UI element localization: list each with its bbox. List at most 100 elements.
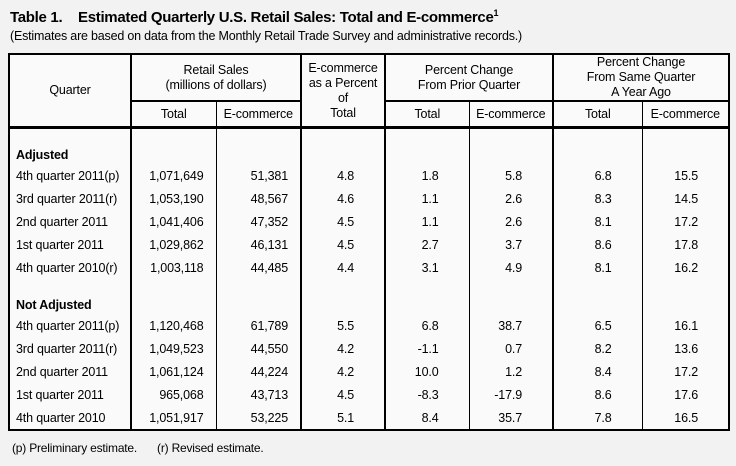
value-cell: 6.8 xyxy=(384,314,470,337)
header-ecommerce-percent: E-commerce as a Percent of Total xyxy=(300,54,386,129)
value-cell: 8.3 xyxy=(552,187,643,210)
value-cell: 5.1 xyxy=(300,406,386,430)
value-cell: 17.8 xyxy=(641,233,730,256)
header-sub-row: Total E-commerce Total E-commerce Total … xyxy=(9,101,730,129)
value-cell: 53,225 xyxy=(215,406,302,430)
value-cell: 1.2 xyxy=(468,360,554,383)
empty-cell xyxy=(300,127,386,164)
header-pct-change-year-ago: Percent Change From Same Quarter A Year … xyxy=(552,54,730,102)
quarter-cell: 3rd quarter 2011(r) xyxy=(16,341,118,356)
value-cell: 4.6 xyxy=(300,187,386,210)
value-cell: 17.6 xyxy=(641,383,730,406)
subheader-year-ecommerce: E-commerce xyxy=(641,101,730,129)
value-cell: 965,068 xyxy=(130,383,216,406)
quarter-cell: 4th quarter 2011(p) xyxy=(16,168,120,183)
section-row: Adjusted xyxy=(9,127,730,164)
value-cell: 3.7 xyxy=(468,233,554,256)
title-footnote-marker: 1 xyxy=(493,8,499,18)
value-cell: 48,567 xyxy=(215,187,302,210)
value-cell: 47,352 xyxy=(215,210,302,233)
value-cell: 44,550 xyxy=(215,337,302,360)
table-row: 2nd quarter 2011 1,061,124 44,224 4.2 10.0 1.… xyxy=(9,360,730,383)
value-cell: 15.5 xyxy=(641,164,730,187)
quarter-cell: 4th quarter 2010(r) xyxy=(16,260,118,275)
header-group-row: Quarter Retail Sales (millions of dollar… xyxy=(9,54,730,129)
quarter-cell: 4th quarter 2010 xyxy=(16,410,106,425)
header-retail-sales: Retail Sales (millions of dollars) xyxy=(129,54,302,102)
footnote-preliminary: (p) Preliminary estimate. xyxy=(12,441,138,455)
table-row: 4th quarter 2010(r) 1,003,118 44,485 4.4 3.1… xyxy=(9,256,730,279)
value-cell: 1.1 xyxy=(384,210,470,233)
value-cell: 16.1 xyxy=(641,314,730,337)
value-cell: -8.3 xyxy=(384,383,470,406)
table-title: Table 1. Estimated Quarterly U.S. Retail… xyxy=(10,8,728,27)
value-cell: 2.6 xyxy=(468,210,554,233)
value-cell: 8.4 xyxy=(552,360,643,383)
header-quarter: Quarter xyxy=(9,54,131,129)
value-cell: 8.1 xyxy=(552,210,643,233)
value-cell: 17.2 xyxy=(641,210,730,233)
value-cell: 4.2 xyxy=(300,360,386,383)
value-cell: 5.5 xyxy=(300,314,386,337)
table-row: 4th quarter 2011(p) 1,071,649 51,381 4.8 1.8… xyxy=(9,164,730,187)
value-cell: 1.8 xyxy=(384,164,470,187)
table-header: Quarter Retail Sales (millions of dollar… xyxy=(9,54,730,129)
value-cell: 17.2 xyxy=(641,360,730,383)
value-cell: 35.7 xyxy=(468,406,554,430)
section-label: Not Adjusted xyxy=(16,298,92,312)
table-body: Adjusted 4th quarter 2011(p) 1,071,649 51,3… xyxy=(9,127,730,430)
table-subtitle: (Estimates are based on data from the Mo… xyxy=(10,29,522,43)
empty-cell xyxy=(300,279,386,314)
value-cell: 1,061,124 xyxy=(130,360,216,383)
value-cell: 2.7 xyxy=(384,233,470,256)
quarter-cell: 3rd quarter 2011(r) xyxy=(16,191,118,206)
empty-cell xyxy=(552,279,643,314)
value-cell: 13.6 xyxy=(641,337,730,360)
value-cell: 43,713 xyxy=(215,383,302,406)
value-cell: 4.8 xyxy=(300,164,386,187)
empty-cell xyxy=(130,279,216,314)
quarter-cell: 1st quarter 2011 xyxy=(16,237,104,252)
value-cell: 2.6 xyxy=(468,187,554,210)
value-cell: 7.8 xyxy=(552,406,643,430)
value-cell: 1,053,190 xyxy=(130,187,216,210)
value-cell: 1,049,523 xyxy=(130,337,216,360)
empty-cell xyxy=(468,127,554,164)
value-cell: 44,485 xyxy=(215,256,302,279)
quarter-cell: 1st quarter 2011 xyxy=(16,387,104,402)
empty-cell xyxy=(215,127,302,164)
value-cell: 8.6 xyxy=(552,233,643,256)
subheader-retail-total: Total xyxy=(130,101,216,129)
value-cell: 61,789 xyxy=(215,314,302,337)
table-row: 3rd quarter 2011(r) 1,049,523 44,550 4.2 -1.… xyxy=(9,337,730,360)
quarter-cell: 2nd quarter 2011 xyxy=(16,364,108,379)
value-cell: 1,041,406 xyxy=(130,210,216,233)
quarter-cell: 4th quarter 2011(p) xyxy=(16,318,120,333)
subheader-prior-ecommerce: E-commerce xyxy=(468,101,554,129)
value-cell: -1.1 xyxy=(384,337,470,360)
page: Table 1. Estimated Quarterly U.S. Retail… xyxy=(8,8,731,455)
value-cell: 6.8 xyxy=(552,164,643,187)
table-row: 4th quarter 2011(p) 1,120,468 61,789 5.5 6.8… xyxy=(9,314,730,337)
table-row: 1st quarter 2011 1,029,862 46,131 4.5 2.7 3.7… xyxy=(9,233,730,256)
value-cell: 1,029,862 xyxy=(130,233,216,256)
value-cell: 1,051,917 xyxy=(130,406,216,430)
empty-cell xyxy=(130,127,216,164)
header-pct-change-prior: Percent Change From Prior Quarter xyxy=(384,54,554,102)
value-cell: 4.5 xyxy=(300,233,386,256)
value-cell: 44,224 xyxy=(215,360,302,383)
value-cell: 4.5 xyxy=(300,210,386,233)
value-cell: 0.7 xyxy=(468,337,554,360)
subheader-prior-total: Total xyxy=(384,101,470,129)
value-cell: 14.5 xyxy=(641,187,730,210)
value-cell: 1.1 xyxy=(384,187,470,210)
empty-cell xyxy=(468,279,554,314)
value-cell: 3.1 xyxy=(384,256,470,279)
empty-cell xyxy=(641,127,730,164)
value-cell: 4.4 xyxy=(300,256,386,279)
footnotes: (p) Preliminary estimate. (r) Revised est… xyxy=(12,441,728,455)
table-title-text: Estimated Quarterly U.S. Retail Sales: T… xyxy=(78,8,499,27)
value-cell: 8.1 xyxy=(552,256,643,279)
value-cell: 8.2 xyxy=(552,337,643,360)
retail-sales-table: Quarter Retail Sales (millions of dollar… xyxy=(8,53,731,431)
